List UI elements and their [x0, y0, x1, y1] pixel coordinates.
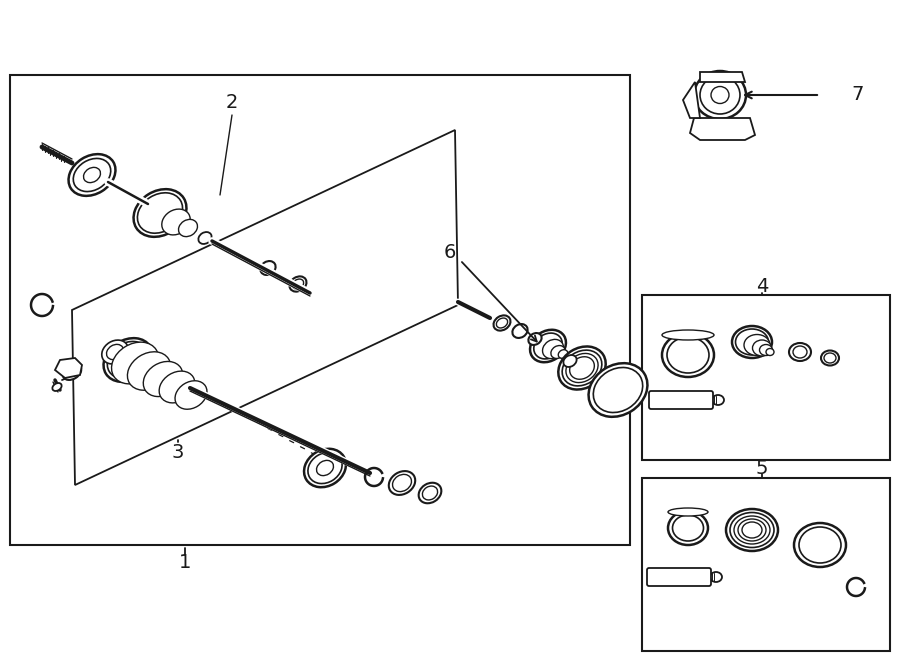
Ellipse shape	[593, 368, 643, 412]
Ellipse shape	[143, 362, 183, 397]
Text: 3: 3	[172, 444, 184, 463]
Ellipse shape	[738, 519, 766, 541]
Ellipse shape	[133, 189, 186, 237]
Ellipse shape	[734, 516, 770, 544]
Ellipse shape	[566, 354, 598, 383]
Ellipse shape	[730, 512, 774, 547]
Ellipse shape	[138, 193, 183, 233]
Ellipse shape	[178, 219, 197, 237]
Ellipse shape	[102, 340, 128, 364]
Ellipse shape	[794, 523, 846, 567]
Ellipse shape	[304, 449, 346, 487]
Ellipse shape	[668, 511, 708, 545]
Text: 7: 7	[851, 85, 864, 104]
Ellipse shape	[562, 350, 602, 386]
Ellipse shape	[789, 343, 811, 361]
Ellipse shape	[752, 340, 771, 356]
Ellipse shape	[528, 333, 542, 345]
Ellipse shape	[317, 460, 334, 476]
Ellipse shape	[570, 357, 594, 379]
Ellipse shape	[667, 337, 709, 373]
Ellipse shape	[662, 330, 714, 340]
Ellipse shape	[712, 395, 724, 405]
Ellipse shape	[128, 352, 171, 390]
Ellipse shape	[512, 324, 527, 338]
Polygon shape	[690, 118, 755, 140]
Polygon shape	[683, 82, 700, 118]
Polygon shape	[700, 72, 745, 82]
Polygon shape	[72, 130, 458, 485]
Ellipse shape	[52, 383, 61, 391]
Ellipse shape	[710, 572, 722, 582]
Ellipse shape	[198, 232, 212, 244]
Bar	[10, 75, 630, 545]
Ellipse shape	[744, 334, 770, 356]
FancyBboxPatch shape	[649, 391, 713, 409]
Ellipse shape	[558, 346, 606, 389]
Ellipse shape	[824, 353, 836, 363]
Bar	[642, 478, 890, 651]
Ellipse shape	[418, 483, 441, 503]
Ellipse shape	[700, 76, 740, 114]
Ellipse shape	[766, 348, 774, 356]
Ellipse shape	[732, 326, 772, 358]
Ellipse shape	[497, 318, 508, 328]
Ellipse shape	[530, 330, 566, 362]
Ellipse shape	[292, 279, 303, 289]
Ellipse shape	[726, 509, 778, 551]
Ellipse shape	[662, 333, 714, 377]
Ellipse shape	[551, 346, 565, 358]
Bar	[642, 295, 890, 460]
Ellipse shape	[715, 73, 725, 81]
Ellipse shape	[589, 363, 647, 417]
Text: 5: 5	[756, 459, 769, 477]
Text: 2: 2	[226, 93, 239, 112]
Ellipse shape	[760, 344, 772, 356]
Ellipse shape	[422, 486, 437, 500]
Text: 6: 6	[444, 243, 456, 262]
Ellipse shape	[308, 452, 342, 484]
Ellipse shape	[290, 276, 307, 292]
Ellipse shape	[742, 522, 762, 538]
Ellipse shape	[799, 527, 841, 563]
Ellipse shape	[260, 261, 275, 275]
Ellipse shape	[493, 315, 510, 330]
Ellipse shape	[68, 154, 115, 196]
Ellipse shape	[668, 508, 708, 516]
Ellipse shape	[104, 338, 152, 382]
Ellipse shape	[106, 344, 123, 360]
Text: 1: 1	[179, 553, 191, 572]
FancyBboxPatch shape	[647, 568, 711, 586]
Ellipse shape	[563, 355, 577, 367]
Ellipse shape	[84, 167, 101, 182]
Ellipse shape	[694, 71, 746, 119]
Ellipse shape	[389, 471, 415, 495]
Ellipse shape	[159, 371, 195, 403]
Ellipse shape	[543, 339, 563, 359]
Ellipse shape	[112, 342, 158, 384]
Ellipse shape	[672, 515, 704, 541]
Ellipse shape	[558, 350, 568, 358]
Ellipse shape	[73, 159, 111, 192]
Ellipse shape	[793, 346, 807, 358]
Text: 4: 4	[756, 278, 769, 297]
Ellipse shape	[63, 364, 81, 380]
Ellipse shape	[175, 381, 207, 409]
Ellipse shape	[735, 329, 769, 355]
Ellipse shape	[711, 87, 729, 104]
Polygon shape	[55, 358, 82, 378]
Ellipse shape	[821, 350, 839, 366]
Ellipse shape	[392, 475, 411, 492]
Ellipse shape	[534, 333, 562, 359]
Ellipse shape	[107, 342, 148, 379]
Ellipse shape	[162, 209, 190, 235]
Ellipse shape	[715, 126, 725, 134]
